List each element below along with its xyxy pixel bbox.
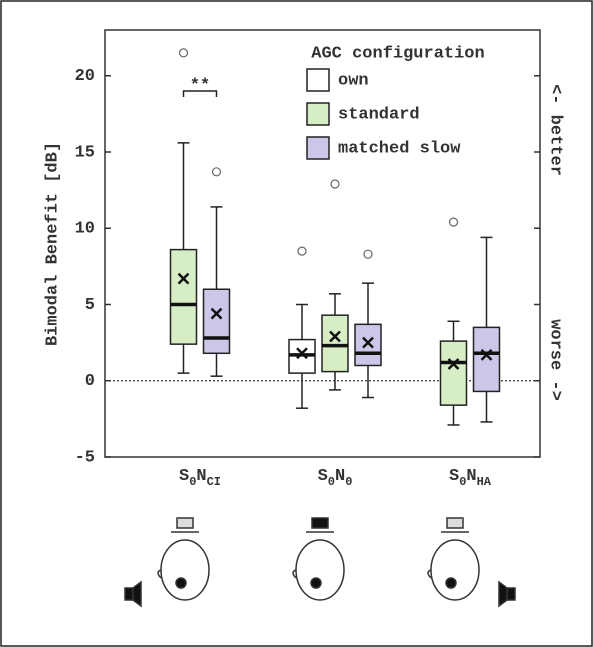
y-tick-label: -5 xyxy=(75,448,95,467)
box xyxy=(472,326,501,393)
x-tick-label-part: N xyxy=(196,467,206,486)
x-tick-label-part: CI xyxy=(207,475,221,489)
y-tick-label: 0 xyxy=(85,372,95,391)
legend-label: matched slow xyxy=(338,139,461,158)
mean-marker xyxy=(296,347,308,360)
right-label: worse -> xyxy=(546,319,565,401)
x-tick-label-part: 0 xyxy=(345,475,352,489)
mean-marker xyxy=(210,307,223,320)
box xyxy=(169,248,198,345)
legend-label: standard xyxy=(338,105,420,124)
icons xyxy=(124,517,516,608)
outlier xyxy=(363,249,373,259)
legend-swatch xyxy=(306,68,330,92)
x-tick-label-part: S xyxy=(449,467,459,486)
outlier xyxy=(448,217,459,227)
x-tick-label: S0N0 xyxy=(318,467,353,489)
significance-label: ** xyxy=(190,76,210,95)
outlier xyxy=(297,246,307,256)
x-tick-label-part: 0 xyxy=(328,475,335,489)
x-tick-label-part: HA xyxy=(477,475,492,489)
legend-swatch xyxy=(306,136,330,160)
outlier xyxy=(330,179,340,189)
y-tick-label: 10 xyxy=(75,220,95,239)
box xyxy=(202,288,231,355)
x-tick-label-part: N xyxy=(466,467,476,486)
box xyxy=(354,323,382,367)
y-axis-label: Bimodal Benefit [dB] xyxy=(43,142,62,346)
mean-marker xyxy=(362,336,374,349)
y-tick-label: 15 xyxy=(75,143,95,162)
x-tick-label-part: N xyxy=(335,467,345,486)
plot-area xyxy=(104,29,541,458)
box xyxy=(439,340,468,406)
right-label: <- better xyxy=(546,84,565,176)
x-tick-label-part: S xyxy=(318,467,328,486)
outlier xyxy=(178,48,189,58)
x-tick-label-part: 0 xyxy=(189,475,196,489)
legend-swatch xyxy=(306,102,330,126)
legend-label: own xyxy=(338,71,369,90)
box xyxy=(321,314,349,373)
significance-bracket xyxy=(182,90,218,97)
x-tick-label: S0NHA xyxy=(449,467,492,489)
mean-marker xyxy=(177,272,190,285)
y-tick-label: 5 xyxy=(85,296,95,315)
x-tick-label-part: 0 xyxy=(459,475,466,489)
mean-marker xyxy=(480,348,493,361)
mean-marker xyxy=(329,330,341,343)
legend-title: AGC configuration xyxy=(311,44,484,63)
y-tick-label: 20 xyxy=(75,67,95,86)
x-tick-label-part: S xyxy=(179,467,189,486)
x-tick-label: S0NCI xyxy=(179,467,221,489)
outlier xyxy=(211,167,222,177)
mean-marker xyxy=(447,358,460,370)
